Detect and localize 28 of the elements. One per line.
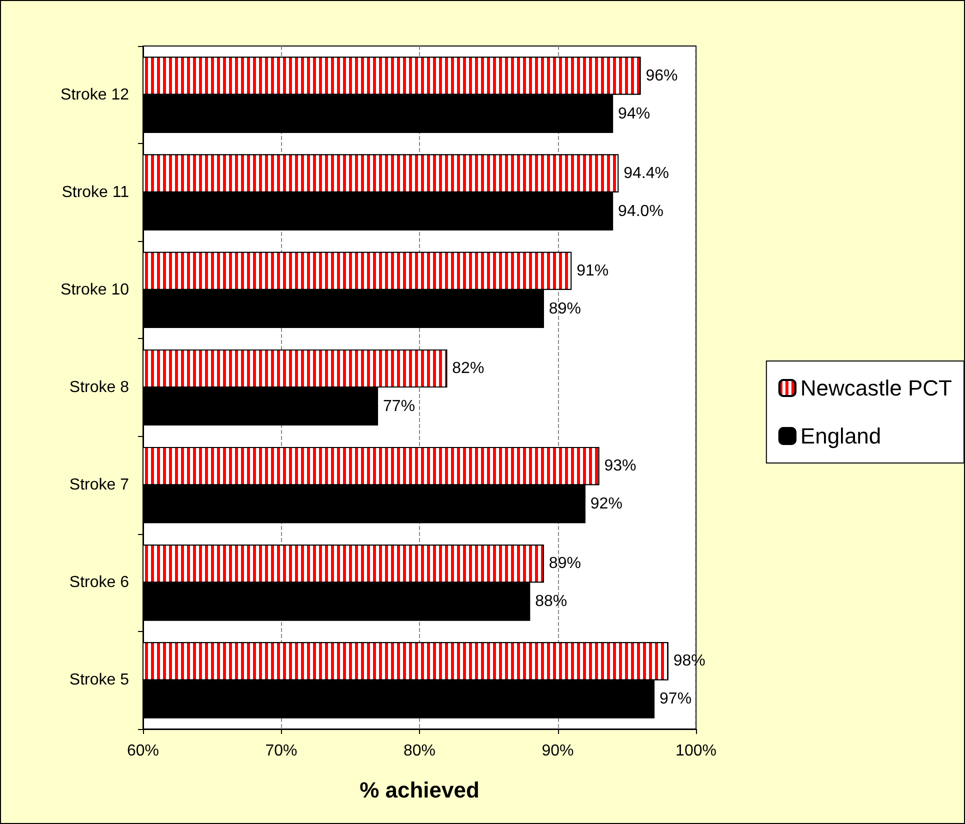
legend-label: Newcastle PCT xyxy=(800,376,952,400)
data-label: 88% xyxy=(535,593,568,610)
x-tick-label: 80% xyxy=(403,742,436,760)
data-label: 97% xyxy=(660,690,692,708)
data-label: 89% xyxy=(548,555,581,572)
x-tick-label: 60% xyxy=(126,742,160,760)
y-tick-label: Stroke 12 xyxy=(60,86,130,104)
data-label: 93% xyxy=(604,458,636,475)
x-axis-title: % achieved xyxy=(360,778,480,802)
data-label: 96% xyxy=(646,67,678,84)
data-label: 77% xyxy=(383,398,416,416)
y-tick-label: Stroke 10 xyxy=(60,281,130,298)
y-tick-label: Stroke 6 xyxy=(69,574,130,592)
y-tick-label: Stroke 5 xyxy=(69,672,130,689)
y-tick-label: Stroke 7 xyxy=(69,476,130,494)
y-tick-label: Stroke 11 xyxy=(62,184,130,201)
data-label: 82% xyxy=(452,360,484,377)
data-label: 94% xyxy=(618,105,650,122)
data-label: 91% xyxy=(576,262,609,280)
data-label: 89% xyxy=(548,300,581,318)
x-tick-label: 100% xyxy=(676,742,716,760)
data-label: 94.4% xyxy=(624,164,669,182)
y-tick-label: Stroke 8 xyxy=(69,379,130,396)
data-label: 94.0% xyxy=(618,202,664,220)
legend-label: England xyxy=(800,424,882,448)
x-tick-label: 90% xyxy=(542,742,574,760)
data-label: 92% xyxy=(590,496,622,513)
x-tick-label: 70% xyxy=(265,742,298,760)
